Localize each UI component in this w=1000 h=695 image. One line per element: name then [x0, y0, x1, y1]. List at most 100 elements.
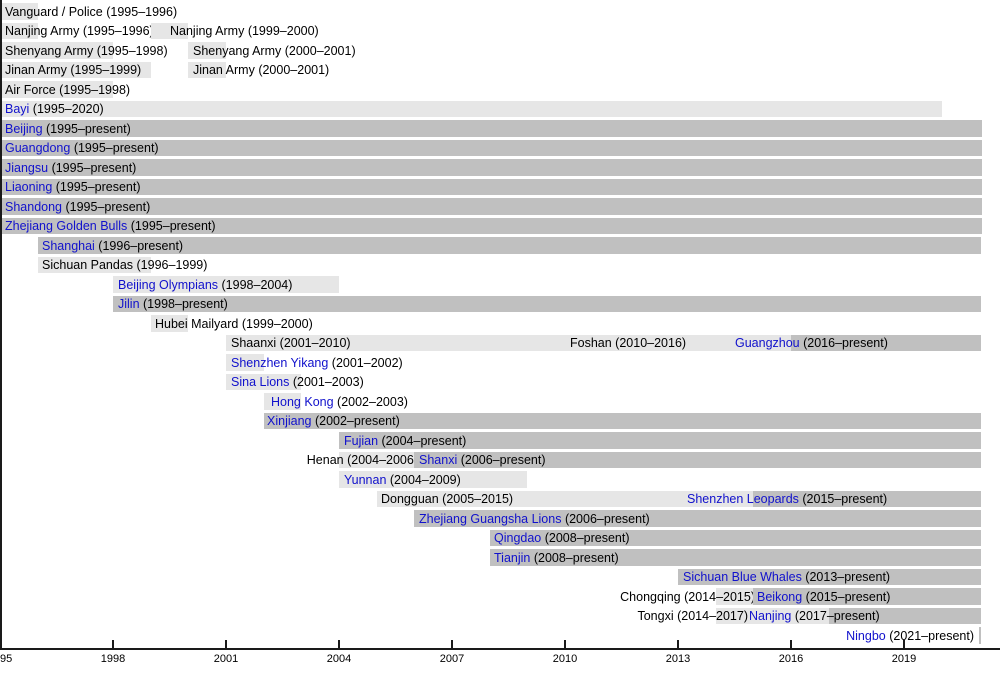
team-link[interactable]: Beijing: [5, 121, 43, 136]
team-label: Shanxi (2006–present): [419, 452, 546, 469]
team-link[interactable]: Guangzhou: [735, 336, 800, 350]
timeline-bar: [0, 159, 982, 176]
team-years: (1999–2000): [244, 24, 319, 38]
team-label: Nanjing Army (1999–2000): [170, 23, 319, 40]
team-years: (2001–2003): [289, 375, 364, 389]
team-link[interactable]: Shanxi: [419, 453, 458, 467]
team-years: (1995–1996): [102, 4, 178, 19]
team-label: Jinan Army (2000–2001): [193, 62, 329, 79]
team-link[interactable]: Qingdao: [494, 531, 542, 545]
team-years: (1999–2000): [238, 316, 313, 331]
team-years: (2014–2017): [673, 609, 748, 623]
team-label: Shenyang Army (2000–2001): [193, 43, 356, 60]
team-name: Dongguan: [381, 492, 439, 506]
team-years: (2000–2001): [254, 63, 330, 77]
team-link[interactable]: Beijing Olympians: [118, 277, 219, 292]
team-label: Liaoning (1995–present): [5, 179, 141, 196]
team-label: Xinjiang (2002–present): [267, 413, 400, 430]
team-label: Ningbo (2021–present): [846, 628, 974, 645]
team-name: Hubei Mailyard: [155, 316, 239, 331]
team-years: (1995–present): [52, 180, 141, 194]
team-link[interactable]: Shenzhen Leopards: [687, 492, 799, 506]
team-label: Chongqing (2014–2015): [620, 589, 755, 606]
team-link[interactable]: Nanjing: [749, 609, 792, 623]
team-link[interactable]: Zhejiang Guangsha Lions: [419, 511, 562, 526]
timeline-bar: [37, 256, 151, 273]
team-years: (2004–2009): [386, 472, 461, 487]
team-link[interactable]: Ningbo: [846, 628, 886, 643]
team-name: Henan: [306, 453, 344, 467]
team-label: Jiangsu (1995–present): [5, 160, 136, 177]
team-link[interactable]: Xinjiang: [267, 414, 312, 428]
team-label: Hubei Mailyard (1999–2000): [155, 316, 313, 333]
team-link[interactable]: Liaoning: [5, 180, 53, 194]
team-label: Shenzhen Yikang (2001–2002): [231, 355, 403, 372]
timeline-bar: [489, 529, 982, 546]
team-years: (2000–2001): [281, 43, 356, 58]
timeline-bar: [376, 490, 754, 507]
axis-tick-label: 2019: [891, 653, 917, 665]
team-link[interactable]: Shenzhen Yikang: [231, 355, 329, 370]
team-years: (2015–present): [798, 492, 888, 506]
team-years: (2016–present): [799, 336, 888, 350]
team-label: Dongguan (2005–2015): [381, 491, 513, 508]
axis-tick: [112, 640, 114, 648]
timeline-bar: [414, 510, 982, 527]
axis-tick: [677, 640, 679, 648]
team-years: (1995–1998): [55, 82, 131, 97]
timeline-bar: [0, 120, 982, 137]
team-name: Tongxi: [637, 609, 674, 623]
team-link[interactable]: Beikong: [757, 589, 803, 604]
axis-tick-label: 2001: [213, 653, 239, 665]
team-years: (2005–2015): [438, 492, 514, 506]
team-link[interactable]: Zhejiang Golden Bulls: [5, 219, 128, 233]
team-name: Foshan: [570, 336, 612, 350]
team-label: Vanguard / Police (1995–1996): [5, 4, 177, 21]
team-label: Beikong (2015–present): [757, 589, 890, 606]
axis-tick: [903, 640, 905, 648]
team-link[interactable]: Tianjin: [494, 550, 531, 565]
team-years: (1998–2004): [218, 277, 293, 292]
timeline-bar: [37, 237, 982, 254]
team-label: Beijing (1995–present): [5, 121, 131, 138]
team-link[interactable]: Hong Kong: [271, 394, 334, 409]
team-link[interactable]: Jilin: [118, 297, 140, 311]
team-link[interactable]: Sina Lions: [231, 375, 290, 389]
team-name: Nanjing Army: [170, 24, 245, 38]
team-label: Qingdao (2008–present): [494, 530, 630, 547]
team-years: (1996–1999): [133, 258, 208, 272]
axis-tick-label: 1995: [0, 653, 13, 665]
timeline-bar: [414, 451, 982, 468]
team-years: (2006–present): [561, 511, 650, 526]
team-link[interactable]: Jiangsu: [5, 160, 49, 175]
team-years: (2021–present): [885, 628, 974, 643]
team-years: (2002–2003): [333, 394, 408, 409]
team-label: Zhejiang Golden Bulls (1995–present): [5, 218, 216, 235]
team-link[interactable]: Guangdong: [5, 141, 71, 155]
team-link[interactable]: Shanghai: [42, 238, 95, 253]
team-label: Foshan (2010–2016): [570, 335, 686, 352]
team-years: (1995–1998): [93, 43, 168, 58]
team-years: (1995–present): [70, 141, 159, 155]
team-link[interactable]: Fujian: [344, 433, 379, 448]
team-label: Shenzhen Leopards (2015–present): [687, 491, 887, 508]
team-link[interactable]: Yunnan: [344, 472, 387, 487]
team-name: Nanjing Army: [5, 24, 80, 38]
timeline-bar: [339, 451, 415, 468]
team-label: Sina Lions (2001–2003): [231, 374, 364, 391]
axis-tick: [564, 640, 566, 648]
team-label: Shandong (1995–present): [5, 199, 150, 216]
team-years: (1995–present): [62, 199, 151, 214]
team-years: (2015–present): [802, 589, 891, 604]
team-link[interactable]: Bayi: [5, 102, 30, 116]
team-years: (2008–present): [530, 550, 619, 565]
team-label: Beijing Olympians (1998–2004): [118, 277, 292, 294]
timeline-bar: [226, 354, 264, 371]
timeline-bar: [565, 334, 791, 351]
team-name: Chongqing: [620, 589, 681, 604]
timeline-bar: [226, 334, 565, 351]
team-label: Tianjin (2008–present): [494, 550, 619, 567]
axis-tick-label: 2013: [665, 653, 691, 665]
team-link[interactable]: Shandong: [5, 199, 63, 214]
team-link[interactable]: Sichuan Blue Whales: [683, 570, 802, 584]
